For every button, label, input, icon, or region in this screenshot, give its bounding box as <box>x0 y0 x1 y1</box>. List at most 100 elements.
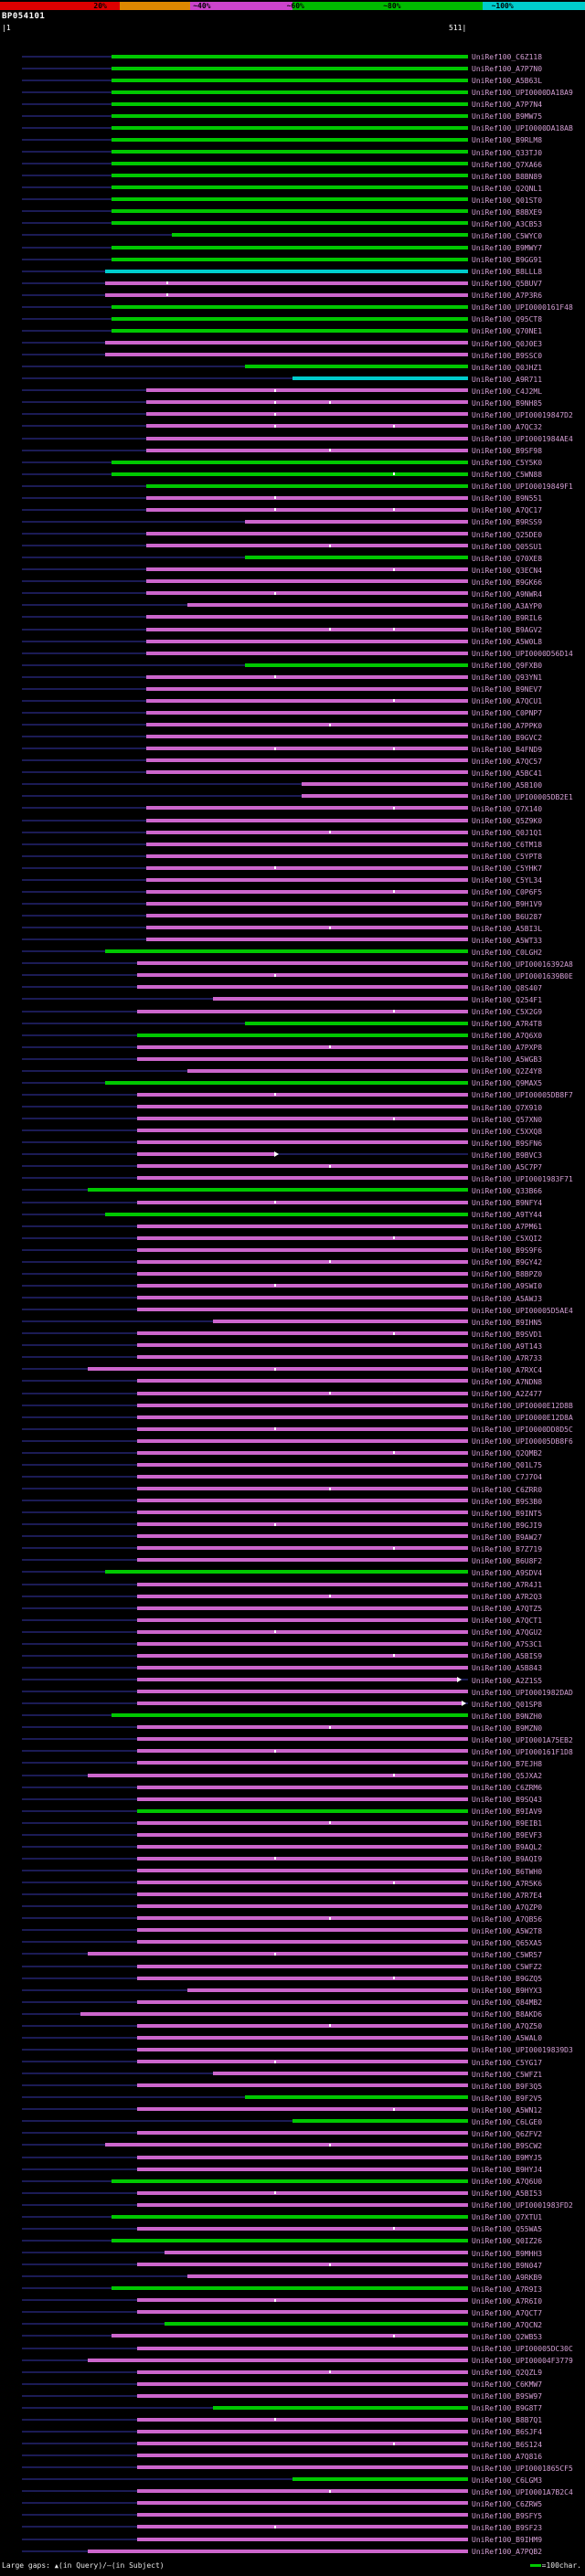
hit-label[interactable]: UniRef100_A5WT33 <box>472 936 543 945</box>
hit-label[interactable]: UniRef100_B9AQI9 <box>472 1855 543 1864</box>
alignment-bar[interactable] <box>137 1820 468 1825</box>
alignment-bar[interactable] <box>146 901 468 906</box>
hit-label[interactable]: UniRef100_A7P7N4 <box>472 101 543 110</box>
hit-label[interactable]: UniRef100_UPI00005D5AE4 <box>472 1306 573 1315</box>
hit-label[interactable]: UniRef100_Q2QNL1 <box>472 184 543 193</box>
alignment-bar[interactable] <box>137 1331 468 1336</box>
hit-label[interactable]: UniRef100_B9G8T7 <box>472 2404 543 2413</box>
hit-label[interactable]: UniRef100_UPI0001865CF5 <box>472 2464 573 2473</box>
hit-label[interactable]: UniRef100_UPI00019849F1 <box>472 482 573 492</box>
hit-label[interactable]: UniRef100_B8BXE9 <box>472 207 543 217</box>
hit-label[interactable]: UniRef100_C5XQI2 <box>472 1235 543 1244</box>
hit-label[interactable]: UniRef100_B9N551 <box>472 494 543 504</box>
alignment-bar[interactable] <box>146 400 468 405</box>
alignment-bar[interactable] <box>146 686 468 691</box>
alignment-bar[interactable] <box>137 1129 468 1133</box>
alignment-bar[interactable] <box>105 269 468 273</box>
alignment-bar[interactable] <box>292 2119 468 2124</box>
hit-label[interactable]: UniRef100_A7QCN2 <box>472 2320 543 2329</box>
hit-label[interactable]: UniRef100_A7R9I3 <box>472 2284 543 2294</box>
hit-label[interactable]: UniRef100_B9EVF3 <box>472 1831 543 1840</box>
alignment-bar[interactable] <box>137 2381 468 2386</box>
alignment-bar[interactable] <box>137 1140 468 1145</box>
alignment-bar[interactable] <box>112 328 468 333</box>
hit-label[interactable]: UniRef100_B9S9F6 <box>472 1246 543 1256</box>
alignment-bar[interactable] <box>137 1200 468 1204</box>
hit-label[interactable]: UniRef100_B9SFY5 <box>472 2511 543 2520</box>
alignment-bar[interactable] <box>165 2251 468 2254</box>
alignment-bar[interactable] <box>137 2369 468 2374</box>
hit-label[interactable]: UniRef100_A7Q6X0 <box>472 1032 543 1041</box>
alignment-bar[interactable] <box>112 2238 468 2242</box>
alignment-bar[interactable] <box>137 2454 468 2458</box>
alignment-bar[interactable] <box>112 209 468 214</box>
alignment-bar[interactable] <box>146 914 468 917</box>
alignment-bar[interactable] <box>137 1009 468 1013</box>
hit-label[interactable]: UniRef100_B9RIL6 <box>472 613 543 622</box>
alignment-bar[interactable] <box>137 1296 468 1299</box>
alignment-bar[interactable] <box>245 556 468 560</box>
alignment-bar[interactable] <box>137 1247 468 1252</box>
alignment-bar[interactable] <box>112 137 468 142</box>
hit-label[interactable]: UniRef100_UPI00004F3779 <box>472 2357 573 2366</box>
alignment-bar[interactable] <box>137 2190 468 2195</box>
alignment-bar[interactable] <box>137 1105 468 1108</box>
alignment-bar[interactable] <box>137 1487 468 1490</box>
alignment-bar[interactable] <box>112 2286 468 2291</box>
alignment-bar[interactable] <box>245 365 468 369</box>
hit-label[interactable]: UniRef100_B9IAV9 <box>472 1807 543 1817</box>
alignment-bar[interactable] <box>137 1522 468 1527</box>
hit-label[interactable]: UniRef100_Q70XE8 <box>472 554 543 563</box>
alignment-bar[interactable] <box>137 1474 468 1479</box>
hit-label[interactable]: UniRef100_B9F3Q5 <box>472 2082 543 2091</box>
alignment-bar[interactable] <box>245 1021 468 1025</box>
alignment-bar[interactable] <box>146 853 468 858</box>
alignment-bar[interactable] <box>146 436 468 440</box>
alignment-bar[interactable] <box>88 2549 468 2553</box>
alignment-bar[interactable] <box>137 1678 457 1681</box>
hit-label[interactable]: UniRef100_Q5Z9K0 <box>472 817 543 825</box>
alignment-bar[interactable] <box>137 1582 468 1586</box>
hit-label[interactable]: UniRef100_A7QTZ5 <box>472 1605 543 1614</box>
hit-label[interactable]: UniRef100_Q0IZ26 <box>472 2237 543 2246</box>
hit-label[interactable]: UniRef100_C6KMW7 <box>472 2380 543 2390</box>
alignment-bar[interactable] <box>137 1235 468 1240</box>
alignment-bar[interactable] <box>112 221 468 226</box>
alignment-bar[interactable] <box>137 1832 468 1837</box>
alignment-bar[interactable] <box>137 2537 468 2541</box>
alignment-bar[interactable] <box>137 1785 468 1789</box>
alignment-bar[interactable] <box>112 245 468 249</box>
hit-label[interactable]: UniRef100_UPI0001984AE4 <box>472 435 573 443</box>
alignment-bar[interactable] <box>137 961 468 966</box>
alignment-bar[interactable] <box>245 519 468 524</box>
alignment-bar[interactable] <box>137 1928 468 1933</box>
hit-label[interactable]: UniRef100_B9SW97 <box>472 2392 543 2401</box>
hit-label[interactable]: UniRef100_UPI0001983FD2 <box>472 2201 573 2210</box>
hit-label[interactable]: UniRef100_B6U8F2 <box>472 1556 543 1565</box>
alignment-bar[interactable] <box>146 507 468 512</box>
hit-label[interactable]: UniRef100_B9IHM9 <box>472 2536 543 2544</box>
hit-label[interactable]: UniRef100_Q01SP8 <box>472 1700 543 1709</box>
hit-label[interactable]: UniRef100_A7QCT1 <box>472 1617 543 1626</box>
alignment-bar[interactable] <box>137 2035 468 2040</box>
alignment-bar[interactable] <box>137 1999 468 2004</box>
alignment-bar[interactable] <box>137 1881 468 1885</box>
hit-label[interactable]: UniRef100_A7QZ50 <box>472 2022 543 2031</box>
alignment-bar[interactable] <box>112 90 468 94</box>
hit-label[interactable]: UniRef100_Q25DE0 <box>472 530 543 539</box>
hit-label[interactable]: UniRef100_A9R711 <box>472 375 543 384</box>
alignment-bar[interactable] <box>146 412 468 417</box>
alignment-bar[interactable] <box>137 985 468 990</box>
alignment-bar[interactable] <box>146 818 468 822</box>
alignment-bar[interactable] <box>146 806 468 811</box>
alignment-bar[interactable] <box>137 1546 468 1551</box>
alignment-bar[interactable] <box>187 1068 468 1073</box>
alignment-bar[interactable] <box>137 1403 468 1407</box>
alignment-bar[interactable] <box>146 842 468 846</box>
alignment-bar[interactable] <box>146 651 468 655</box>
alignment-bar[interactable] <box>137 1749 468 1754</box>
hit-label[interactable]: UniRef100_C6ZRR0 <box>472 1485 543 1494</box>
alignment-bar[interactable] <box>105 1570 468 1574</box>
hit-label[interactable]: UniRef100_UPI00005DB8F6 <box>472 1437 573 1447</box>
alignment-bar[interactable] <box>105 341 468 345</box>
